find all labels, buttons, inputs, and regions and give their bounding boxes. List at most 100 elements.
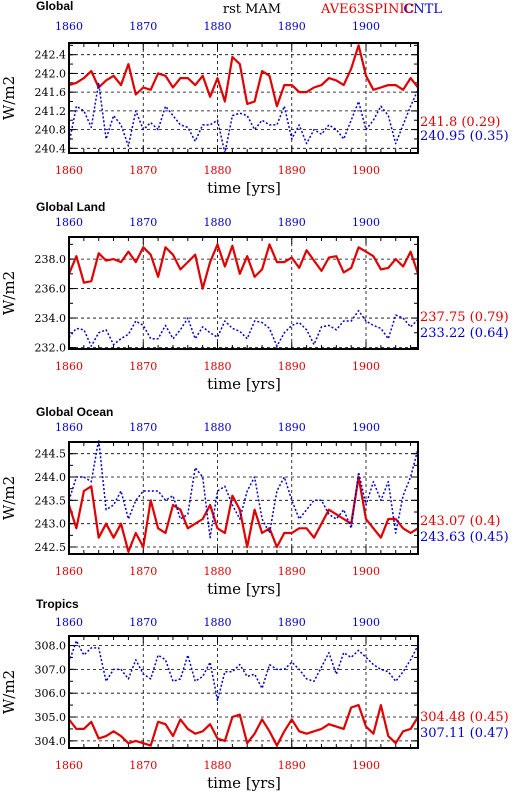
stats-label-case: 304.48 (0.45) <box>420 710 509 725</box>
x-tick-label-top: 1900 <box>352 616 380 629</box>
chart-panel-1: Global Land 232.0 234.0 236.0 238.0 1860 1860 1… <box>0 200 509 393</box>
y-tick-label: 305.0 <box>35 711 67 724</box>
x-tick-label-top: 1890 <box>278 421 306 434</box>
series-line-control <box>68 82 419 154</box>
plot-frame <box>68 42 419 154</box>
series-line-case <box>67 475 419 553</box>
panel-title: Global Land <box>36 200 105 214</box>
header-control-label: CNTL <box>403 2 442 17</box>
x-tick-label-bottom: 1870 <box>129 565 157 578</box>
y-tick-label: 244.5 <box>35 448 67 461</box>
y-tick-label: 241.2 <box>35 105 67 118</box>
y-tick-label: 242.5 <box>35 541 67 554</box>
panel-title: Tropics <box>36 597 79 611</box>
y-axis-label: W/m2 <box>0 76 18 120</box>
header-title: rst MAM <box>223 2 281 17</box>
stats-label-control: 233.22 (0.64) <box>420 326 509 341</box>
x-tick-label-bottom: 1890 <box>278 565 306 578</box>
y-axis-label: W/m2 <box>0 476 18 520</box>
x-axis-label: time [yrs] <box>207 375 281 393</box>
x-tick-label-top: 1880 <box>204 216 232 229</box>
x-tick-label-bottom: 1870 <box>129 759 157 772</box>
y-axis-label: W/m2 <box>0 271 18 315</box>
x-tick-label-top: 1870 <box>129 20 157 33</box>
plot-frame <box>68 236 419 350</box>
x-tick-label-top: 1890 <box>278 216 306 229</box>
chart-panel-2: Global Ocean 242.5 243.0 243.5 244.0 244.5 186… <box>0 405 509 598</box>
x-tick-label-bottom: 1900 <box>352 565 380 578</box>
y-axis-label: W/m2 <box>0 670 18 714</box>
x-tick-label-top: 1860 <box>55 216 83 229</box>
x-tick-label-bottom: 1870 <box>129 360 157 373</box>
x-tick-label-top: 1880 <box>204 20 232 33</box>
y-tick-label: 306.0 <box>35 687 67 700</box>
y-tick-label: 243.0 <box>35 518 67 531</box>
x-tick-label-top: 1900 <box>352 421 380 434</box>
stats-label-case: 241.8 (0.29) <box>420 115 500 130</box>
stats-label-case: 237.75 (0.79) <box>420 310 509 325</box>
y-tick-label: 307.0 <box>35 663 67 676</box>
x-tick-label-bottom: 1880 <box>204 759 232 772</box>
stats-label-control: 240.95 (0.35) <box>420 129 509 144</box>
x-tick-label-top: 1860 <box>55 20 83 33</box>
x-axis-label: time [yrs] <box>207 580 281 598</box>
y-tick-label: 308.0 <box>35 640 67 653</box>
chart-panel-0: Global 240.4 240.8 241.2 241.6 242.0 242.4 1860… <box>0 0 509 197</box>
x-tick-label-bottom: 1900 <box>352 164 380 177</box>
x-tick-label-top: 1870 <box>129 216 157 229</box>
x-tick-label-top: 1880 <box>204 616 232 629</box>
x-tick-label-bottom: 1890 <box>278 759 306 772</box>
x-tick-label-bottom: 1890 <box>278 360 306 373</box>
series-line-control <box>68 640 419 702</box>
stats-label-control: 307.11 (0.47) <box>420 726 509 741</box>
stats-label-control: 243.63 (0.45) <box>420 530 509 545</box>
x-tick-label-bottom: 1900 <box>352 360 380 373</box>
x-tick-label-bottom: 1880 <box>204 164 232 177</box>
y-tick-label: 238.0 <box>35 253 67 266</box>
stats-label-case: 243.07 (0.4) <box>420 514 500 529</box>
x-tick-label-top: 1900 <box>352 216 380 229</box>
x-tick-label-bottom: 1860 <box>55 360 83 373</box>
y-tick-label: 240.4 <box>35 142 67 155</box>
y-tick-label: 244.0 <box>35 471 67 484</box>
plot-frame <box>68 635 419 749</box>
series-line-case <box>67 243 420 290</box>
x-tick-label-bottom: 1900 <box>352 759 380 772</box>
chart-panel-3: Tropics 304.0 305.0 306.0 307.0 308.0 1860 1860… <box>0 597 509 792</box>
y-tick-label: 234.0 <box>35 312 67 325</box>
x-tick-label-top: 1880 <box>204 421 232 434</box>
series-line-case <box>68 703 419 747</box>
y-tick-label: 242.4 <box>35 49 67 62</box>
x-tick-label-bottom: 1880 <box>204 565 232 578</box>
series-line-control <box>68 438 419 539</box>
y-tick-label: 236.0 <box>35 283 67 296</box>
x-tick-label-top: 1870 <box>129 421 157 434</box>
x-axis-label: time [yrs] <box>207 774 281 792</box>
x-tick-label-bottom: 1880 <box>204 360 232 373</box>
y-tick-label: 243.5 <box>35 494 67 507</box>
x-tick-label-top: 1860 <box>55 421 83 434</box>
header-case-label: AVE63SPINIC <box>320 2 414 17</box>
x-tick-label-top: 1900 <box>352 20 380 33</box>
y-tick-label: 241.6 <box>35 86 67 99</box>
x-tick-label-bottom: 1860 <box>55 164 83 177</box>
y-tick-label: 232.0 <box>35 342 67 355</box>
x-tick-label-top: 1890 <box>278 20 306 33</box>
x-tick-label-bottom: 1890 <box>278 164 306 177</box>
x-tick-label-top: 1870 <box>129 616 157 629</box>
x-tick-label-top: 1860 <box>55 616 83 629</box>
x-tick-label-bottom: 1860 <box>55 759 83 772</box>
series-line-control <box>68 309 419 347</box>
y-tick-label: 240.8 <box>35 124 67 137</box>
x-axis-label: time [yrs] <box>207 179 281 197</box>
plot-frame <box>68 441 419 555</box>
y-tick-label: 304.0 <box>35 735 67 748</box>
x-tick-label-top: 1890 <box>278 616 306 629</box>
x-tick-label-bottom: 1860 <box>55 565 83 578</box>
panel-title: Global Ocean <box>36 405 113 419</box>
series-line-case <box>68 44 419 108</box>
panel-title: Global <box>36 0 73 13</box>
y-tick-label: 242.0 <box>35 67 67 80</box>
x-tick-label-bottom: 1870 <box>129 164 157 177</box>
